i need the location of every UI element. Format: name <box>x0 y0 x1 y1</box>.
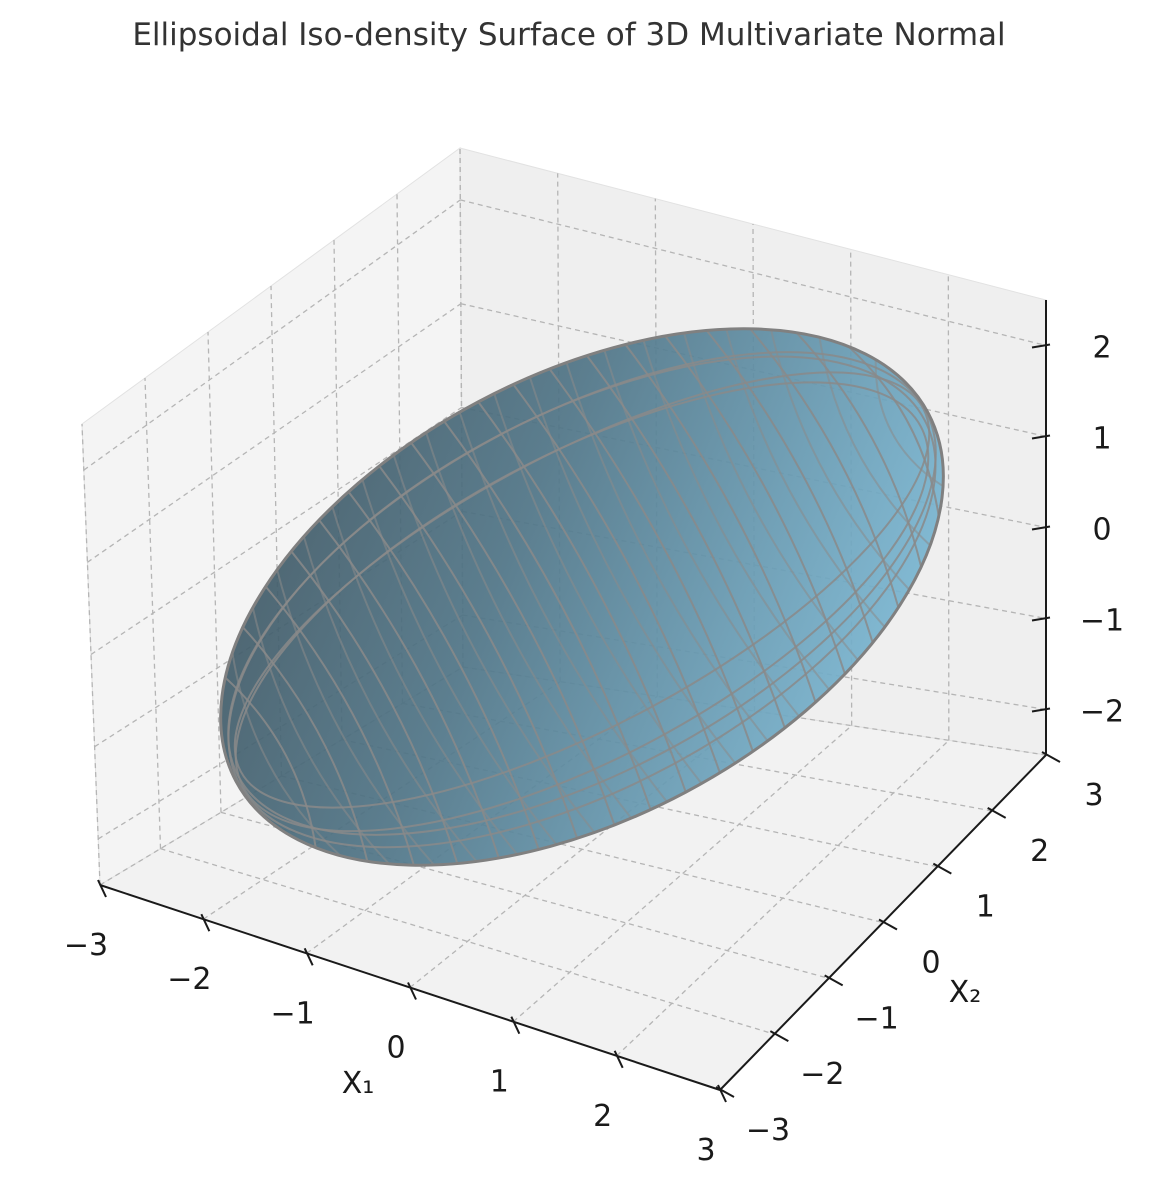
y-tick-label: 1 <box>976 890 995 925</box>
wireframe-arc <box>683 332 859 661</box>
x-tick-label: −1 <box>271 996 315 1031</box>
wireframe-arc <box>874 359 944 488</box>
y-tick-mark <box>878 918 898 931</box>
grid-line-left-pane-z <box>87 303 462 563</box>
ellipsoid-body <box>220 328 944 866</box>
ellipsoid-wireframe <box>224 328 944 866</box>
wireframe-arc <box>624 343 817 703</box>
x-axis-label: X₁ <box>342 1066 375 1101</box>
wireframe-arc <box>749 328 900 608</box>
x-tick-mark <box>97 879 107 898</box>
wireframe-arc <box>795 332 923 568</box>
z-tick-mark <box>1031 434 1051 440</box>
y-tick-mark <box>932 862 952 875</box>
grid-line-right-pane-x <box>947 274 950 741</box>
grid-line-right-pane-x <box>459 147 464 668</box>
z-tick-mark <box>1031 343 1051 349</box>
wireframe-arc <box>847 345 940 517</box>
wireframe-arc <box>818 337 931 547</box>
wireframe-arc <box>705 329 874 643</box>
x-tick-mark <box>303 947 314 966</box>
grid-line-left-pane-y <box>207 331 222 813</box>
y-tick-label: −2 <box>800 1057 844 1092</box>
y-tick-label: 2 <box>1030 834 1049 869</box>
wireframe-arc <box>770 329 911 591</box>
wireframe-arc <box>586 355 786 729</box>
x-tick-label: 1 <box>490 1065 509 1100</box>
x-tick-mark <box>200 913 211 932</box>
z-tick-mark <box>1031 525 1051 531</box>
x-tick-label: 3 <box>696 1133 715 1168</box>
wireframe-arc <box>458 411 668 803</box>
x-tick-label: 0 <box>386 1031 405 1066</box>
wireframe-arc <box>224 676 317 848</box>
grid-line-floor-y <box>220 811 829 979</box>
z-tick-mark <box>1031 707 1051 713</box>
y-tick-label: 0 <box>921 946 940 981</box>
wireframe-arc <box>603 349 800 718</box>
wireframe-ring <box>227 355 937 849</box>
z-tick-label: 1 <box>1092 422 1111 457</box>
wireframe-arc <box>725 328 886 628</box>
y-tick-mark <box>987 806 1007 819</box>
wireframe-arc <box>642 339 830 691</box>
y-tick-mark <box>769 1030 789 1043</box>
wireframe-arc <box>565 362 769 742</box>
y-tick-mark <box>715 1086 735 1098</box>
y-tick-label: −3 <box>746 1113 790 1148</box>
x-tick-label: 2 <box>593 1099 612 1134</box>
y-tick-mark <box>1041 751 1061 763</box>
grid-line-left-pane-y <box>81 423 101 886</box>
grid-line-floor-x <box>512 725 853 1023</box>
grid-line-left-pane-z <box>90 406 462 656</box>
wireframe-arc <box>302 536 478 863</box>
ellipsoid-outline <box>219 327 945 867</box>
z-tick-mark <box>1031 616 1051 622</box>
y-tick-label: −1 <box>855 1001 899 1036</box>
y-axis-label: X₂ <box>949 975 982 1010</box>
wireframe-ring <box>234 381 930 833</box>
wireframe-arc <box>392 454 596 834</box>
wireframe-arc <box>493 393 703 785</box>
y-tick-mark <box>824 974 844 987</box>
wireframe-arc <box>528 376 736 764</box>
wireframe-arc <box>331 506 519 856</box>
x-tick-mark <box>407 982 417 1000</box>
z-tick-label: −1 <box>1080 604 1124 639</box>
z-tick-label: 2 <box>1092 331 1111 366</box>
wireframe-arc <box>361 479 558 846</box>
x-tick-label: −3 <box>64 928 108 963</box>
x-tick-mark <box>613 1050 624 1069</box>
z-tick-label: 0 <box>1092 513 1111 548</box>
wireframe-arc <box>664 335 846 675</box>
wireframe-arc <box>276 569 435 866</box>
wireframe-arc <box>231 652 342 857</box>
grid-line-right-pane-z <box>460 199 1047 347</box>
y-tick-label: 3 <box>1084 778 1103 813</box>
ellipsoid-surface <box>219 327 945 867</box>
chart-title: Ellipsoidal Iso-density Surface of 3D Mu… <box>132 17 1005 53</box>
z-tick-label: −2 <box>1080 695 1124 730</box>
wireframe-arc <box>425 432 632 819</box>
wireframe-arc <box>251 607 390 865</box>
x-tick-mark <box>510 1016 521 1035</box>
x-tick-label: −2 <box>167 962 211 997</box>
